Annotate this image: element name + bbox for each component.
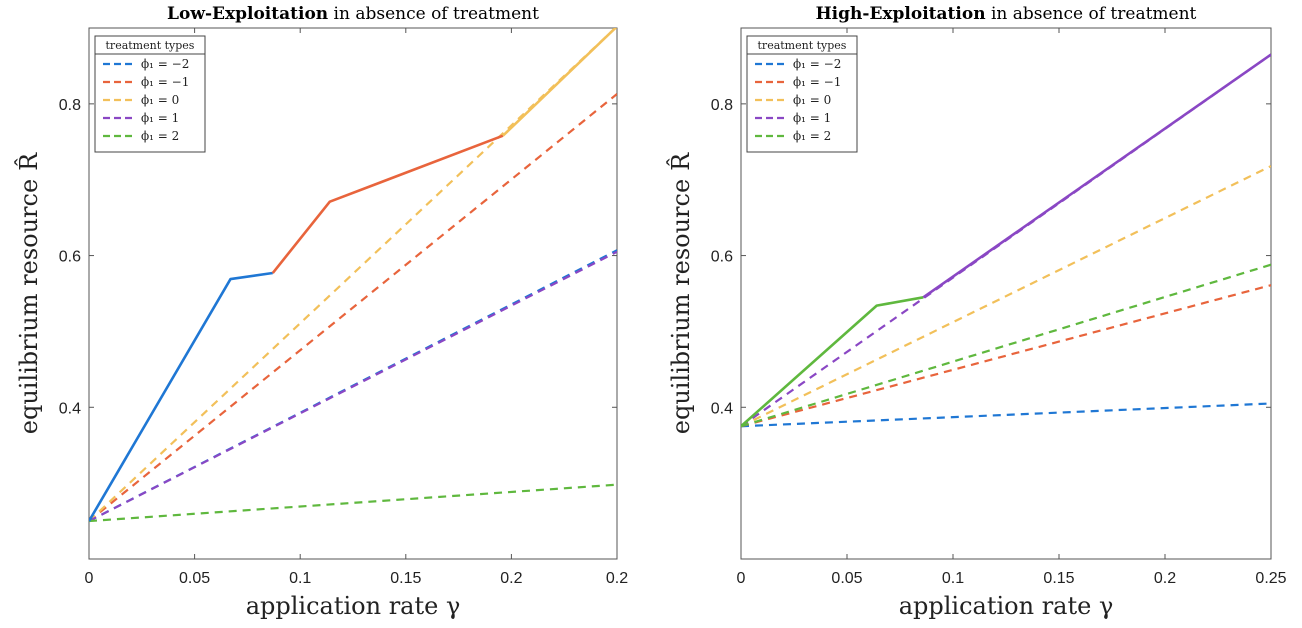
- x-axis-label: application rate γ: [246, 592, 461, 620]
- legend-entry-3: ϕ₁ = 1: [793, 111, 831, 125]
- chart-title-bold: Low-Exploitation: [167, 4, 328, 24]
- legend-entry-0: ϕ₁ = −2: [793, 57, 841, 71]
- panel-high-exploitation: 0 0.05 0.1 0.15 0.2 0.25 0.4 0.6 0.8 High-Exploit…: [667, 4, 1287, 620]
- y-tick-label: 0.6: [59, 249, 81, 266]
- x-tick-label: 0.05: [831, 570, 862, 587]
- y-axis-label-text: equilibrium resource: [15, 179, 43, 434]
- x-tick-label: 0.2: [500, 570, 522, 587]
- legend-entry-0: ϕ₁ = −2: [141, 57, 189, 71]
- x-tick-label: 0.1: [942, 570, 964, 587]
- y-tick-label: 0.4: [59, 400, 81, 417]
- x-axis-label: application rate γ: [899, 592, 1114, 620]
- chart-title: Low-Exploitation in absence of treatment: [167, 4, 539, 24]
- x-tick-label: 0.15: [390, 570, 421, 587]
- x-tick-label: 0: [85, 570, 94, 587]
- legend-entry-2: ϕ₁ = 0: [141, 93, 179, 107]
- panel-low-exploitation: 0 0.05 0.1 0.15 0.2 0.2 0.4 0.6 0.8 Low-Exploitat…: [15, 4, 629, 620]
- y-axis-label: equilibrium resource R̂: [15, 152, 43, 434]
- legend-entry-2: ϕ₁ = 0: [793, 93, 831, 107]
- y-axis-label: equilibrium resource R̂: [667, 152, 695, 434]
- y-tick-label: 0.4: [711, 400, 733, 417]
- chart-title-bold: High-Exploitation: [816, 4, 986, 24]
- y-tick-label: 0.8: [59, 97, 81, 114]
- y-axis-label-text: equilibrium resource: [667, 179, 695, 434]
- legend-entry-3: ϕ₁ = 1: [141, 111, 179, 125]
- chart-title: High-Exploitation in absence of treatmen…: [816, 4, 1197, 24]
- x-tick-label: 0: [737, 570, 746, 587]
- x-tick-label: 0.1: [289, 570, 311, 587]
- legend-entry-4: ϕ₁ = 2: [141, 129, 179, 143]
- x-tick-label: 0.2: [606, 570, 628, 587]
- legend-title: treatment types: [758, 39, 847, 52]
- chart-title-rest: in absence of treatment: [328, 4, 539, 24]
- legend-entry-4: ϕ₁ = 2: [793, 129, 831, 143]
- legend-entry-1: ϕ₁ = −1: [793, 75, 841, 89]
- y-axis-label-symbol: R̂: [15, 152, 43, 171]
- legend-entry-1: ϕ₁ = −1: [141, 75, 189, 89]
- legend: treatment types ϕ₁ = −2 ϕ₁ = −1 ϕ₁ = 0 ϕ₁ = …: [747, 36, 857, 152]
- y-axis-label-symbol: R̂: [667, 152, 695, 171]
- chart-title-rest: in absence of treatment: [986, 4, 1197, 24]
- y-tick-label: 0.8: [711, 97, 733, 114]
- y-tick-label: 0.6: [711, 249, 733, 266]
- x-tick-label: 0.25: [1255, 570, 1286, 587]
- x-tick-label: 0.05: [179, 570, 210, 587]
- x-tick-label: 0.15: [1043, 570, 1074, 587]
- x-tick-label: 0.2: [1154, 570, 1176, 587]
- legend: treatment types ϕ₁ = −2 ϕ₁ = −1 ϕ₁ = 0 ϕ₁ = …: [95, 36, 205, 152]
- legend-title: treatment types: [106, 39, 195, 52]
